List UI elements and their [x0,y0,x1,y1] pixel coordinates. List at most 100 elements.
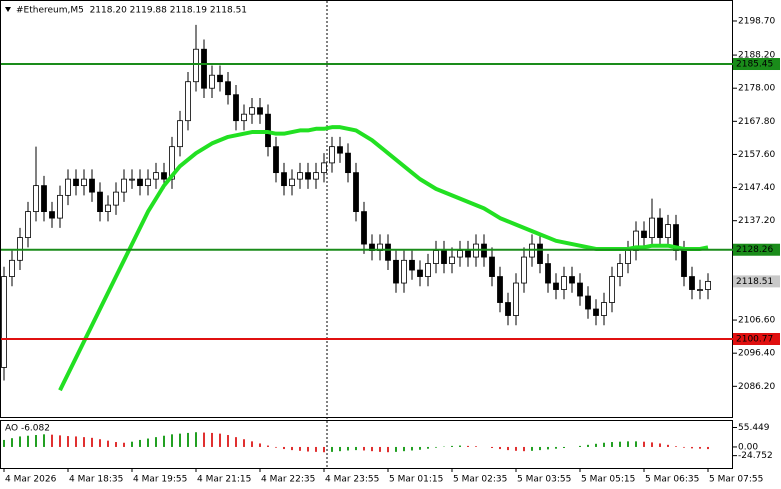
ao-bar [683,446,685,448]
ao-bar [475,446,477,447]
ao-bar [387,446,389,453]
candle-body [49,211,55,219]
ao-bar [131,441,133,447]
ao-bar [291,446,293,451]
candle-body [305,172,311,180]
ao-bar [547,446,549,450]
candle-body [161,172,167,180]
ao-bar [371,446,373,452]
ao-bar [627,441,629,447]
candle-body [545,263,551,284]
ao-bar [43,434,45,447]
menu-arrow [5,7,11,12]
ao-bar [315,446,317,452]
candle-body [9,259,15,277]
candle-body [337,146,343,154]
ao-bar [603,442,605,447]
candle-body [593,308,599,316]
ao-y-tick-label: -24.752 [738,451,773,461]
candle-body [113,191,119,206]
candle-body [209,74,215,89]
x-tick-label: 4 Mar 18:35 [69,475,123,485]
ao-bar [67,436,69,447]
ao-bar [651,442,653,447]
y-tick-label: 2106.60 [738,316,775,326]
ao-bar [595,443,597,447]
candle-body [297,172,303,180]
y-tick-label: 2157.60 [738,150,775,160]
candle-body [25,211,31,238]
ao-bar [691,446,693,449]
ao-bar [707,446,709,450]
candle-body [569,276,575,284]
candle-body [649,217,655,238]
price-label: 2100.77 [736,334,773,344]
x-tick-label: 4 Mar 23:55 [325,475,379,485]
candle-body [129,178,135,181]
ao-bar [699,446,701,449]
candle-body [185,81,191,122]
ao-bar [323,446,325,453]
ao-label: AO -6.082 [5,424,50,434]
candle-body [441,250,447,264]
candle-body [577,282,583,297]
ao-bar [579,445,581,447]
ao-bar [347,446,349,451]
ao-bar [667,444,669,447]
candle-body [537,243,543,264]
y-tick-label: 2198.70 [738,16,775,26]
candle-body [609,276,615,303]
y-tick-label: 2188.20 [738,51,775,61]
x-tick-label: 4 Mar 2026 [5,475,57,485]
x-tick-label: 5 Mar 02:35 [453,475,507,485]
y-tick-label: 2178.00 [738,84,775,94]
candle-body [385,243,391,261]
price-label: 2185.45 [736,60,773,70]
candle-body [97,191,103,213]
candle-body [201,48,207,89]
ao-bar [11,438,13,447]
ao-bar [259,443,261,447]
candle-body [281,172,287,187]
candle-body [289,178,295,187]
ao-bar [267,445,269,447]
ao-bar [435,446,437,448]
x-tick-label: 5 Mar 01:15 [389,475,443,485]
candle-body [497,276,503,303]
price-label-box [733,275,780,288]
ao-bar [243,439,245,447]
ao-bar [675,446,677,447]
candle-body [465,250,471,258]
ao-bar [507,446,509,451]
ao-bar [299,446,301,451]
ao-bar [75,436,77,447]
candle-body [353,172,359,213]
candle-body [417,269,423,277]
ao-bar [91,437,93,447]
ao-bar [427,446,429,449]
ao-bar [523,446,525,452]
ao-bar [587,444,589,447]
candle-body [177,120,183,148]
moving-average [58,125,709,392]
ao-bar [35,435,37,447]
ao-bar [563,446,565,449]
x-tick-label: 5 Mar 07:55 [709,475,763,485]
candle-body [705,280,711,290]
candle-body [1,276,7,368]
candle-body [689,276,695,290]
ao-bar [51,434,53,447]
candle-body [121,178,127,193]
candle-body [65,178,71,196]
ao-bar [155,437,157,447]
ao-bar [195,432,197,447]
x-tick-label: 5 Mar 06:35 [645,475,699,485]
ao-bar [355,446,357,451]
candle-body [257,107,263,115]
candle-body [457,250,463,258]
ao-bar [219,433,221,447]
ao-bar [59,435,61,447]
candle-body [561,276,567,290]
ao-bar [499,446,501,450]
candle-body [217,74,223,83]
